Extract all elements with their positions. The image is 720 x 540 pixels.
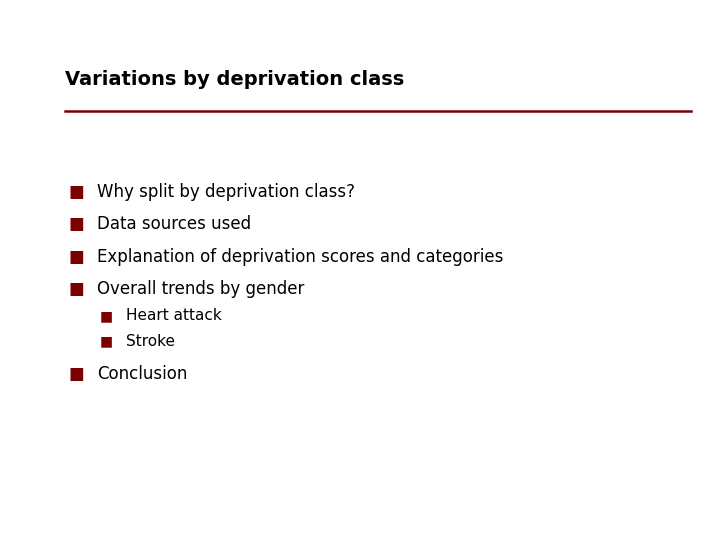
Text: ■: ■ bbox=[99, 334, 112, 348]
Text: Data sources used: Data sources used bbox=[97, 215, 251, 233]
Text: Conclusion: Conclusion bbox=[97, 364, 188, 383]
Text: Overall trends by gender: Overall trends by gender bbox=[97, 280, 305, 298]
Text: ■: ■ bbox=[68, 215, 84, 233]
Text: Explanation of deprivation scores and categories: Explanation of deprivation scores and ca… bbox=[97, 247, 503, 266]
Text: ■: ■ bbox=[68, 280, 84, 298]
Text: ■: ■ bbox=[68, 247, 84, 266]
Text: Stroke: Stroke bbox=[126, 334, 175, 349]
Text: ■: ■ bbox=[99, 309, 112, 323]
Text: ■: ■ bbox=[68, 183, 84, 201]
Text: Variations by deprivation class: Variations by deprivation class bbox=[65, 70, 404, 89]
Text: Why split by deprivation class?: Why split by deprivation class? bbox=[97, 183, 355, 201]
Text: Heart attack: Heart attack bbox=[126, 308, 222, 323]
Text: ■: ■ bbox=[68, 364, 84, 383]
